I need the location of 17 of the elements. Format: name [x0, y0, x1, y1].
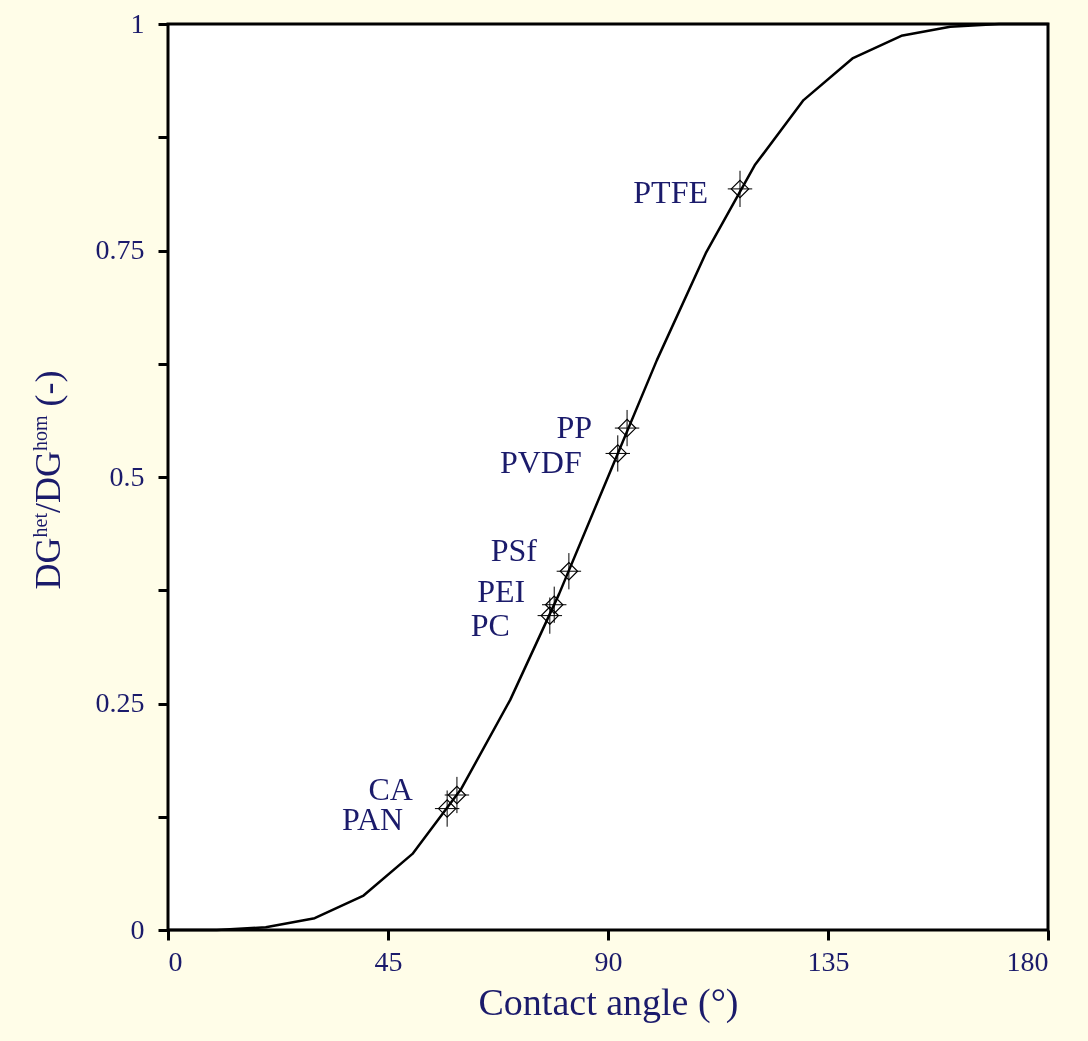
- x-tick-label: 135: [807, 945, 850, 977]
- x-tick-label: 90: [594, 945, 623, 977]
- annotation: PSf: [490, 532, 538, 569]
- y-tick-label: 1: [130, 7, 145, 39]
- x-tick-label: 0: [168, 945, 183, 977]
- x-axis-title: Contact angle (°): [478, 980, 739, 1024]
- y-tick-label: 0.5: [109, 460, 145, 492]
- annotation: PTFE: [633, 173, 708, 210]
- annotation: PEI: [477, 572, 526, 609]
- y-tick-label: 0: [130, 913, 145, 945]
- y-tick-label: 0.75: [95, 234, 145, 265]
- annotation: PP: [556, 409, 593, 446]
- y-tick-label: 0.25: [95, 687, 145, 718]
- x-tick-label: 180: [1006, 945, 1049, 977]
- annotation: PC: [470, 606, 510, 643]
- annotation: PVDF: [499, 444, 582, 481]
- x-tick-label: 45: [374, 945, 403, 977]
